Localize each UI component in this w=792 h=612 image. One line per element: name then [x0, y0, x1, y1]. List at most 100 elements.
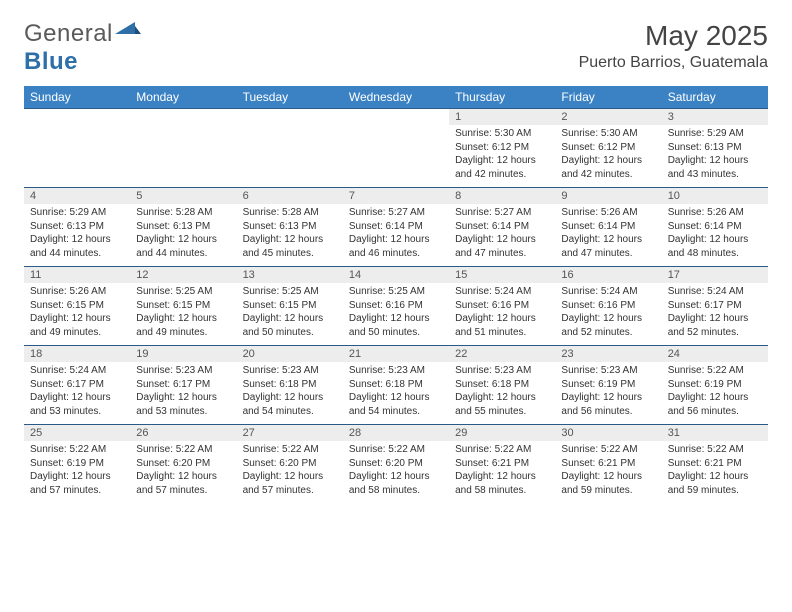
location-label: Puerto Barrios, Guatemala	[579, 54, 768, 72]
calendar-cell: 21Sunrise: 5:23 AMSunset: 6:18 PMDayligh…	[343, 346, 449, 425]
column-header: Monday	[130, 86, 236, 109]
day-body: Sunrise: 5:24 AMSunset: 6:16 PMDaylight:…	[555, 283, 661, 345]
calendar-cell: 15Sunrise: 5:24 AMSunset: 6:16 PMDayligh…	[449, 267, 555, 346]
day-number: 1	[449, 109, 555, 125]
day-number: 19	[130, 346, 236, 362]
day-body: Sunrise: 5:25 AMSunset: 6:15 PMDaylight:…	[130, 283, 236, 345]
logo-word-general: General	[24, 20, 113, 47]
calendar-cell: 16Sunrise: 5:24 AMSunset: 6:16 PMDayligh…	[555, 267, 661, 346]
day-body: Sunrise: 5:23 AMSunset: 6:19 PMDaylight:…	[555, 362, 661, 424]
day-body: Sunrise: 5:22 AMSunset: 6:20 PMDaylight:…	[343, 441, 449, 503]
calendar-cell: 23Sunrise: 5:23 AMSunset: 6:19 PMDayligh…	[555, 346, 661, 425]
day-number: 13	[237, 267, 343, 283]
calendar-row: 18Sunrise: 5:24 AMSunset: 6:17 PMDayligh…	[24, 346, 768, 425]
calendar-cell: 7Sunrise: 5:27 AMSunset: 6:14 PMDaylight…	[343, 188, 449, 267]
day-number: 6	[237, 188, 343, 204]
calendar-cell: 5Sunrise: 5:28 AMSunset: 6:13 PMDaylight…	[130, 188, 236, 267]
calendar-cell: 9Sunrise: 5:26 AMSunset: 6:14 PMDaylight…	[555, 188, 661, 267]
day-number: 21	[343, 346, 449, 362]
day-number: 20	[237, 346, 343, 362]
column-header: Sunday	[24, 86, 130, 109]
day-body: Sunrise: 5:29 AMSunset: 6:13 PMDaylight:…	[662, 125, 768, 187]
calendar-body: 1Sunrise: 5:30 AMSunset: 6:12 PMDaylight…	[24, 109, 768, 504]
calendar-cell: 19Sunrise: 5:23 AMSunset: 6:17 PMDayligh…	[130, 346, 236, 425]
calendar-cell: 11Sunrise: 5:26 AMSunset: 6:15 PMDayligh…	[24, 267, 130, 346]
day-body: Sunrise: 5:25 AMSunset: 6:16 PMDaylight:…	[343, 283, 449, 345]
calendar-cell: 30Sunrise: 5:22 AMSunset: 6:21 PMDayligh…	[555, 425, 661, 504]
calendar-cell: 4Sunrise: 5:29 AMSunset: 6:13 PMDaylight…	[24, 188, 130, 267]
day-number: 22	[449, 346, 555, 362]
day-number: 16	[555, 267, 661, 283]
day-number: 5	[130, 188, 236, 204]
day-body: Sunrise: 5:23 AMSunset: 6:18 PMDaylight:…	[449, 362, 555, 424]
day-number: 26	[130, 425, 236, 441]
day-body: Sunrise: 5:28 AMSunset: 6:13 PMDaylight:…	[237, 204, 343, 266]
calendar-cell: 18Sunrise: 5:24 AMSunset: 6:17 PMDayligh…	[24, 346, 130, 425]
calendar-cell: 14Sunrise: 5:25 AMSunset: 6:16 PMDayligh…	[343, 267, 449, 346]
day-number: 24	[662, 346, 768, 362]
calendar-cell	[130, 109, 236, 188]
day-number: 4	[24, 188, 130, 204]
day-number: 3	[662, 109, 768, 125]
day-body: Sunrise: 5:22 AMSunset: 6:21 PMDaylight:…	[449, 441, 555, 503]
calendar-table: SundayMondayTuesdayWednesdayThursdayFrid…	[24, 86, 768, 503]
day-body: Sunrise: 5:30 AMSunset: 6:12 PMDaylight:…	[555, 125, 661, 187]
month-title: May 2025	[579, 20, 768, 52]
day-body: Sunrise: 5:22 AMSunset: 6:21 PMDaylight:…	[555, 441, 661, 503]
day-number: 11	[24, 267, 130, 283]
day-number: 2	[555, 109, 661, 125]
day-body: Sunrise: 5:27 AMSunset: 6:14 PMDaylight:…	[343, 204, 449, 266]
calendar-cell: 17Sunrise: 5:24 AMSunset: 6:17 PMDayligh…	[662, 267, 768, 346]
logo: General Blue	[24, 20, 141, 76]
day-number: 25	[24, 425, 130, 441]
calendar-row: 11Sunrise: 5:26 AMSunset: 6:15 PMDayligh…	[24, 267, 768, 346]
calendar-cell: 10Sunrise: 5:26 AMSunset: 6:14 PMDayligh…	[662, 188, 768, 267]
day-number: 9	[555, 188, 661, 204]
day-number: 27	[237, 425, 343, 441]
calendar-cell: 8Sunrise: 5:27 AMSunset: 6:14 PMDaylight…	[449, 188, 555, 267]
day-body: Sunrise: 5:22 AMSunset: 6:20 PMDaylight:…	[130, 441, 236, 503]
day-number: 18	[24, 346, 130, 362]
day-number: 23	[555, 346, 661, 362]
calendar-cell: 1Sunrise: 5:30 AMSunset: 6:12 PMDaylight…	[449, 109, 555, 188]
column-header: Saturday	[662, 86, 768, 109]
day-number: 12	[130, 267, 236, 283]
day-body: Sunrise: 5:26 AMSunset: 6:15 PMDaylight:…	[24, 283, 130, 345]
day-body: Sunrise: 5:24 AMSunset: 6:17 PMDaylight:…	[24, 362, 130, 424]
day-body: Sunrise: 5:30 AMSunset: 6:12 PMDaylight:…	[449, 125, 555, 187]
day-body: Sunrise: 5:22 AMSunset: 6:19 PMDaylight:…	[662, 362, 768, 424]
day-body: Sunrise: 5:22 AMSunset: 6:21 PMDaylight:…	[662, 441, 768, 503]
day-body: Sunrise: 5:27 AMSunset: 6:14 PMDaylight:…	[449, 204, 555, 266]
day-body: Sunrise: 5:24 AMSunset: 6:16 PMDaylight:…	[449, 283, 555, 345]
day-body: Sunrise: 5:28 AMSunset: 6:13 PMDaylight:…	[130, 204, 236, 266]
day-body: Sunrise: 5:25 AMSunset: 6:15 PMDaylight:…	[237, 283, 343, 345]
calendar-cell: 26Sunrise: 5:22 AMSunset: 6:20 PMDayligh…	[130, 425, 236, 504]
title-block: May 2025 Puerto Barrios, Guatemala	[579, 20, 768, 72]
column-header: Thursday	[449, 86, 555, 109]
calendar-cell: 25Sunrise: 5:22 AMSunset: 6:19 PMDayligh…	[24, 425, 130, 504]
day-body: Sunrise: 5:29 AMSunset: 6:13 PMDaylight:…	[24, 204, 130, 266]
calendar-cell: 12Sunrise: 5:25 AMSunset: 6:15 PMDayligh…	[130, 267, 236, 346]
day-number: 8	[449, 188, 555, 204]
calendar-row: 1Sunrise: 5:30 AMSunset: 6:12 PMDaylight…	[24, 109, 768, 188]
calendar-cell: 27Sunrise: 5:22 AMSunset: 6:20 PMDayligh…	[237, 425, 343, 504]
day-number: 28	[343, 425, 449, 441]
day-body: Sunrise: 5:22 AMSunset: 6:20 PMDaylight:…	[237, 441, 343, 503]
day-body: Sunrise: 5:23 AMSunset: 6:17 PMDaylight:…	[130, 362, 236, 424]
calendar-cell: 24Sunrise: 5:22 AMSunset: 6:19 PMDayligh…	[662, 346, 768, 425]
day-body: Sunrise: 5:23 AMSunset: 6:18 PMDaylight:…	[343, 362, 449, 424]
day-number: 14	[343, 267, 449, 283]
calendar-row: 4Sunrise: 5:29 AMSunset: 6:13 PMDaylight…	[24, 188, 768, 267]
calendar-cell: 31Sunrise: 5:22 AMSunset: 6:21 PMDayligh…	[662, 425, 768, 504]
column-header: Friday	[555, 86, 661, 109]
day-number: 29	[449, 425, 555, 441]
day-number: 31	[662, 425, 768, 441]
day-body: Sunrise: 5:24 AMSunset: 6:17 PMDaylight:…	[662, 283, 768, 345]
day-body: Sunrise: 5:22 AMSunset: 6:19 PMDaylight:…	[24, 441, 130, 503]
day-body: Sunrise: 5:26 AMSunset: 6:14 PMDaylight:…	[662, 204, 768, 266]
calendar-cell	[24, 109, 130, 188]
calendar-cell: 3Sunrise: 5:29 AMSunset: 6:13 PMDaylight…	[662, 109, 768, 188]
day-body: Sunrise: 5:23 AMSunset: 6:18 PMDaylight:…	[237, 362, 343, 424]
calendar-cell: 6Sunrise: 5:28 AMSunset: 6:13 PMDaylight…	[237, 188, 343, 267]
day-number: 10	[662, 188, 768, 204]
